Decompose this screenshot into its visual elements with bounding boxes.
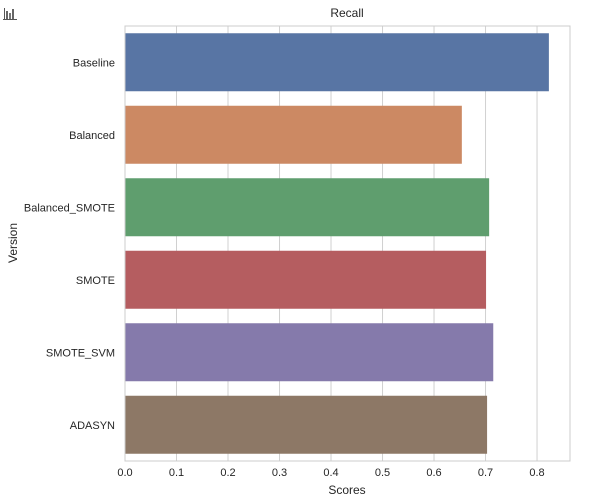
y-axis-label: Version — [6, 223, 20, 263]
x-tick-label: 0.8 — [529, 467, 544, 479]
y-tick-label: Balanced — [69, 130, 115, 142]
bar-baseline — [125, 33, 549, 92]
bar-smote-svm — [125, 323, 494, 382]
bar-smote — [125, 250, 487, 309]
bar-chart-icon[interactable] — [3, 6, 17, 20]
x-tick-label: 0.5 — [375, 467, 390, 479]
bar-adasyn — [125, 395, 488, 454]
x-tick-label: 0.6 — [426, 467, 441, 479]
x-tick-label: 0.2 — [220, 467, 235, 479]
x-tick-label: 0.4 — [323, 467, 338, 479]
x-axis-label: Scores — [328, 483, 365, 497]
x-tick-label: 0.0 — [117, 467, 132, 479]
y-tick-label: SMOTE — [76, 275, 115, 287]
x-tick-label: 0.3 — [272, 467, 287, 479]
bar-balanced-smote — [125, 178, 490, 237]
y-tick-label: SMOTE_SVM — [46, 347, 115, 359]
y-tick-label: ADASYN — [70, 420, 115, 432]
x-tick-label: 0.1 — [169, 467, 184, 479]
bar-balanced — [125, 105, 462, 164]
y-tick-label: Balanced_SMOTE — [24, 202, 115, 214]
y-tick-label: Baseline — [73, 57, 115, 69]
chart-title: Recall — [330, 6, 363, 20]
x-tick-label: 0.7 — [478, 467, 493, 479]
plot-frame — [124, 25, 571, 462]
